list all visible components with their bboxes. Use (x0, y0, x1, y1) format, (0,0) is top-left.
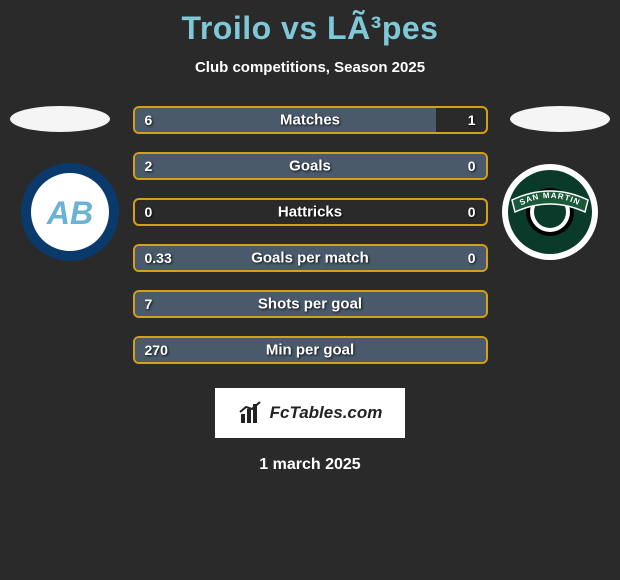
stat-label: Hattricks (278, 204, 342, 221)
stat-value-left: 6 (145, 112, 153, 128)
page-subtitle: Club competitions, Season 2025 (0, 59, 620, 76)
team-crest-left: CLUB ATLETICO BELGRANO CORDOBA AB (20, 162, 120, 262)
san-martin-crest-icon: SAN MARTIN (500, 162, 600, 262)
brand-logo-box: FcTables.com (215, 388, 405, 438)
match-date: 1 march 2025 (0, 456, 620, 474)
stat-bar-matches: 6 Matches 1 (133, 106, 488, 134)
stat-label: Goals (289, 158, 331, 175)
stat-label: Min per goal (266, 342, 354, 359)
platform-ellipse-left (10, 106, 110, 132)
stat-label: Matches (280, 112, 340, 129)
stat-bars-container: 6 Matches 1 2 Goals 0 0 Hattricks 0 0.33… (133, 106, 488, 364)
stat-label: Goals per match (251, 250, 369, 267)
stat-label: Shots per goal (258, 296, 362, 313)
belgrano-crest-icon: CLUB ATLETICO BELGRANO CORDOBA AB (20, 162, 120, 262)
stat-value-left: 7 (145, 296, 153, 312)
stat-bar-goals: 2 Goals 0 (133, 152, 488, 180)
stat-value-right: 0 (468, 250, 476, 266)
stat-bar-hattricks: 0 Hattricks 0 (133, 198, 488, 226)
stat-value-right: 1 (468, 112, 476, 128)
stat-bar-min-per-goal: 270 Min per goal (133, 336, 488, 364)
stat-value-right: 0 (468, 158, 476, 174)
platform-ellipse-right (510, 106, 610, 132)
stat-value-left: 270 (145, 342, 168, 358)
stat-value-right: 0 (468, 204, 476, 220)
stat-value-left: 0 (145, 204, 153, 220)
stat-bar-goals-per-match: 0.33 Goals per match 0 (133, 244, 488, 272)
brand-name: FcTables.com (270, 403, 383, 423)
fctables-chart-icon (238, 400, 264, 426)
page-title: Troilo vs LÃ³pes (0, 0, 620, 47)
stat-bar-shots-per-goal: 7 Shots per goal (133, 290, 488, 318)
stat-value-left: 2 (145, 158, 153, 174)
comparison-content: CLUB ATLETICO BELGRANO CORDOBA AB SAN MA… (0, 106, 620, 474)
team-crest-right: SAN MARTIN (500, 162, 600, 262)
svg-text:AB: AB (46, 195, 93, 231)
stat-value-left: 0.33 (145, 250, 172, 266)
